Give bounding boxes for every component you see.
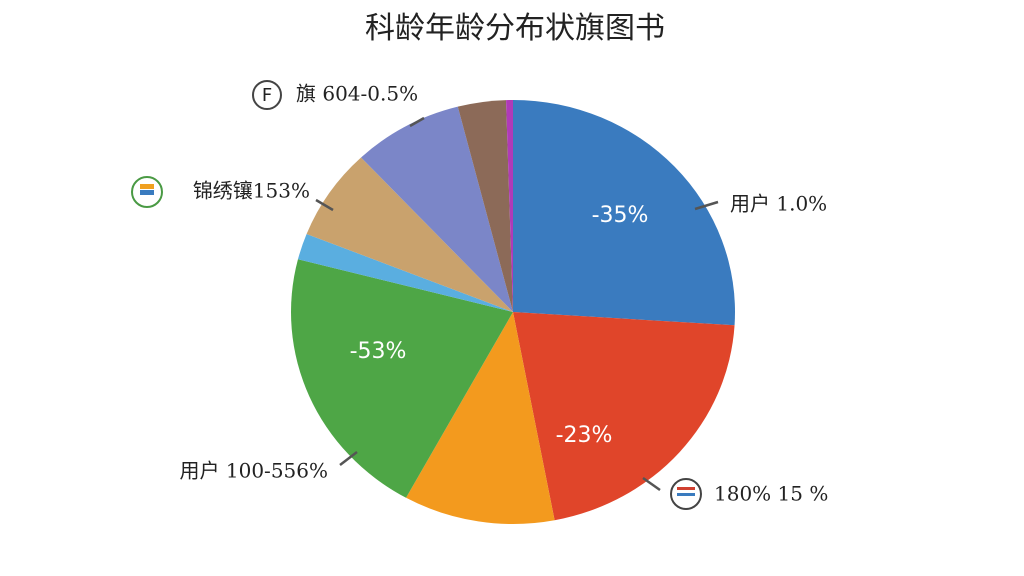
pie-slice — [406, 312, 555, 524]
icon — [252, 80, 282, 110]
icon-bar — [140, 184, 154, 189]
pie-slice — [297, 233, 513, 312]
slice-label: -35% — [592, 203, 649, 228]
pie-slice — [306, 157, 513, 312]
icons: F — [131, 80, 702, 510]
slice-label: -53% — [350, 339, 407, 364]
outer-label: 锦绣镶153% — [193, 179, 310, 203]
pie-slice — [457, 100, 513, 312]
leader-line — [694, 200, 719, 211]
icon-glyph: F — [262, 85, 272, 106]
outer-label: 旗 604-0.5% — [296, 82, 418, 106]
slice-label: -23% — [556, 423, 613, 448]
leaders — [315, 116, 719, 492]
leader-line — [339, 451, 358, 466]
outer-label: 180% 15 % — [714, 482, 828, 506]
icon-bar — [677, 493, 695, 496]
icon-bar — [677, 487, 695, 490]
outer-label: 用户 1.0% — [730, 192, 827, 216]
icon-bar — [140, 190, 154, 195]
chart-title: 科龄年龄分布状旗图书 — [365, 11, 665, 46]
pie-slice — [513, 312, 735, 521]
pie-slice — [291, 259, 513, 498]
pie-slice — [513, 100, 735, 326]
leader-line — [315, 198, 334, 212]
pie-slice — [506, 100, 513, 312]
pie-slice — [361, 106, 513, 312]
slices — [291, 100, 735, 524]
outer-label: 用户 100-556% — [180, 459, 328, 483]
leader-line — [409, 116, 425, 128]
leader-line — [642, 476, 661, 492]
